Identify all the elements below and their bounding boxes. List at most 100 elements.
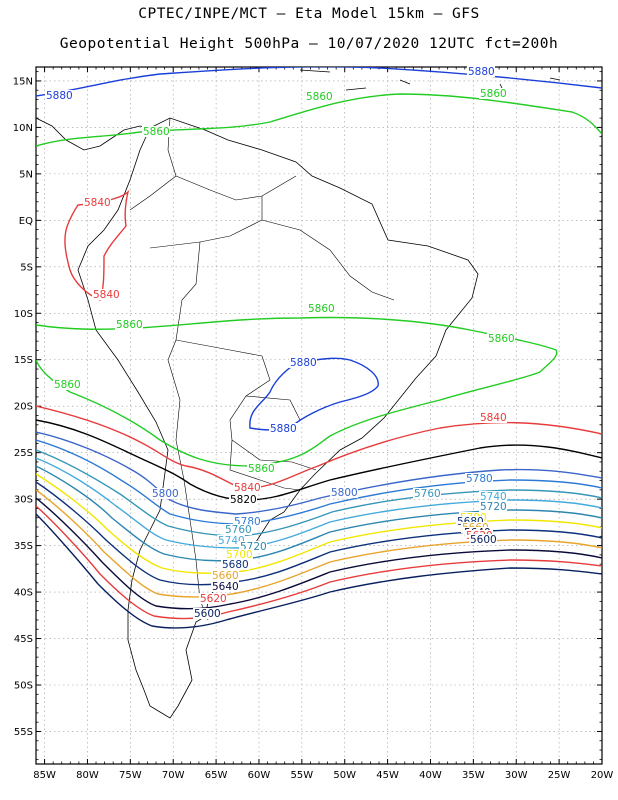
contour-label-bg xyxy=(467,66,495,77)
contour-label-bg xyxy=(193,608,221,619)
contour-label-bg xyxy=(469,534,497,545)
contour-label-5780: 5780 xyxy=(466,473,493,485)
contour-label-5640: 5640 xyxy=(212,581,239,593)
contour-label-bg xyxy=(53,379,81,390)
contour-5880 xyxy=(249,357,379,431)
contour-label-bg xyxy=(456,516,484,527)
contour-label-bg xyxy=(217,535,245,546)
chart-title-line-2: Geopotential Height 500hPa – 10/07/2020 … xyxy=(59,36,559,52)
contour-label-5840: 5840 xyxy=(234,482,261,494)
contour-label-bg xyxy=(115,319,143,330)
contour-5700 xyxy=(36,473,602,574)
contour-label-5740: 5740 xyxy=(480,491,507,503)
lat-label: 5S xyxy=(20,262,33,273)
contour-label-bg xyxy=(142,126,170,137)
contour-5840 xyxy=(36,405,602,489)
lon-label: 20W xyxy=(591,770,614,781)
contour-label-bg xyxy=(92,289,120,300)
lon-label: 30W xyxy=(505,770,528,781)
contour-label-5860: 5860 xyxy=(308,303,335,315)
contour-label-5820: 5820 xyxy=(230,494,257,506)
contour-5860 xyxy=(36,93,602,147)
contour-label-bg xyxy=(151,488,179,499)
contour-label-5860: 5860 xyxy=(480,88,507,100)
contour-label-bg xyxy=(479,491,507,502)
lat-label: 10S xyxy=(14,309,33,320)
contour-label-5880: 5880 xyxy=(270,423,297,435)
country-borders xyxy=(129,117,395,621)
contour-label-bg xyxy=(224,524,252,535)
contour-label-5680: 5680 xyxy=(222,559,249,571)
south-america-outline xyxy=(77,117,479,719)
lon-label: 60W xyxy=(248,770,271,781)
lat-label: 55S xyxy=(14,727,33,738)
contour-label-bg xyxy=(45,90,73,101)
contour-label-5860: 5860 xyxy=(306,91,333,103)
contour-5780 xyxy=(36,439,602,525)
lon-label: 85W xyxy=(33,770,56,781)
contour-5620 xyxy=(36,505,602,620)
contour-label-bg xyxy=(307,303,335,314)
contour-label-5860: 5860 xyxy=(116,319,143,331)
contour-5760 xyxy=(36,449,602,537)
contour-label-bg xyxy=(413,488,441,499)
contour-label-5840: 5840 xyxy=(93,289,120,301)
contour-label-5660: 5660 xyxy=(212,570,239,582)
lat-label: 25S xyxy=(14,448,33,459)
chart-title-line-1: CPTEC/INPE/MCT – Eta Model 15km – GFS xyxy=(138,6,480,22)
contour-label-5860: 5860 xyxy=(143,126,170,138)
contour-label-bg xyxy=(225,549,253,560)
contour-label-5800: 5800 xyxy=(152,488,179,500)
contour-label-5860: 5860 xyxy=(54,379,81,391)
lon-label: 35W xyxy=(462,770,485,781)
contour-5680 xyxy=(36,481,602,586)
lon-label: 25W xyxy=(548,770,571,781)
lon-label: 65W xyxy=(205,770,228,781)
lat-label: EQ xyxy=(19,216,33,227)
contour-label-5880: 5880 xyxy=(290,357,317,369)
contour-label-bg xyxy=(211,581,239,592)
contour-5660 xyxy=(36,489,602,598)
contour-label-5880: 5880 xyxy=(46,90,73,102)
contour-label-5800: 5800 xyxy=(331,487,358,499)
contour-label-5840: 5840 xyxy=(480,412,507,424)
contour-label-bg xyxy=(479,412,507,423)
contour-5860 xyxy=(36,316,558,467)
lon-label: 75W xyxy=(119,770,142,781)
contour-label-bg xyxy=(233,516,261,527)
contour-label-bg xyxy=(211,570,239,581)
contour-label-bg xyxy=(247,463,275,474)
coastlines-and-borders xyxy=(36,69,561,719)
lon-label: 40W xyxy=(419,770,442,781)
contour-5820 xyxy=(36,419,602,501)
axis-ticks: 15N 10N 5N EQ 5S 10S 15S 20S 25S 30S 35S 40S 45S 50S 5… xyxy=(13,67,614,781)
contour-label-bg xyxy=(305,91,333,102)
contour-5720 xyxy=(36,465,602,562)
contour-label-5720: 5720 xyxy=(480,501,507,513)
contour-label-5880: 5880 xyxy=(468,66,495,78)
contour-label-bg xyxy=(465,473,493,484)
contour-label-5760: 5760 xyxy=(225,524,252,536)
contour-label-5760: 5760 xyxy=(414,488,441,500)
contour-5740 xyxy=(36,457,602,549)
contour-label-5600: 5600 xyxy=(194,608,221,620)
lat-label: 50S xyxy=(14,681,33,692)
central-america-outline xyxy=(36,117,151,151)
lat-label: 10N xyxy=(13,123,33,134)
caribbean-islands xyxy=(299,69,561,93)
lon-label: 80W xyxy=(76,770,99,781)
lat-label: 35S xyxy=(14,541,33,552)
contour-label-bg xyxy=(487,333,515,344)
contour-label-5840: 5840 xyxy=(84,197,111,209)
lat-label: 15N xyxy=(13,76,33,87)
contour-label-bg xyxy=(289,357,317,368)
contour-label-bg xyxy=(233,482,261,493)
contour-label-5860: 5860 xyxy=(488,333,515,345)
lat-label: 40S xyxy=(14,588,33,599)
contour-label-bg xyxy=(199,593,227,604)
contour-label-5620: 5620 xyxy=(200,593,227,605)
lat-label: 45S xyxy=(14,634,33,645)
contour-label-bg xyxy=(479,88,507,99)
contour-label-5600: 5600 xyxy=(470,534,497,546)
contour-5800 xyxy=(36,431,602,515)
